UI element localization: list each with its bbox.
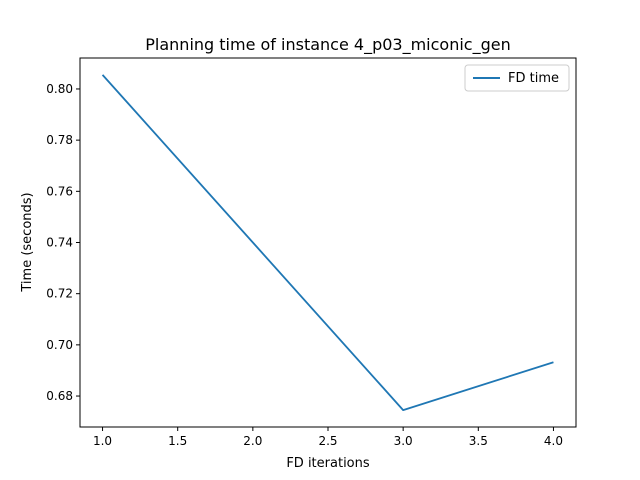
x-tick-label: 2.0	[243, 434, 262, 448]
x-tick-label: 2.5	[318, 434, 337, 448]
x-tick-label: 3.5	[469, 434, 488, 448]
y-tick-label: 0.78	[46, 133, 73, 147]
plot-frame	[79, 57, 577, 428]
chart-title: Planning time of instance 4_p03_miconic_…	[145, 35, 510, 55]
y-tick-label: 0.68	[46, 389, 73, 403]
x-tick-label: 3.0	[394, 434, 413, 448]
y-tick-label: 0.80	[46, 82, 73, 96]
y-axis-ticks: 0.68 0.70 0.72 0.74 0.76 0.78 0.80	[46, 82, 80, 403]
x-tick-label: 1.5	[168, 434, 187, 448]
series-line-fd-time	[101, 74, 554, 412]
legend-label-fd-time: FD time	[508, 71, 559, 86]
y-tick-label: 0.72	[46, 287, 73, 301]
y-tick-label: 0.70	[46, 338, 73, 352]
legend-box	[464, 64, 570, 92]
x-tick-label: 1.0	[93, 434, 112, 448]
y-tick-label: 0.76	[46, 184, 73, 198]
y-axis-label: Time (seconds)	[20, 192, 35, 292]
x-tick-label: 4.0	[544, 434, 563, 448]
legend: FD time	[464, 64, 570, 92]
x-axis-ticks: 1.0 1.5 2.0 2.5 3.0 3.5 4.0	[93, 427, 563, 448]
plot-area: 1.0 1.5 2.0 2.5 3.0 3.5 4.0 0.680.700.720.740.…	[46, 57, 577, 448]
plot-background	[80, 58, 576, 427]
series-group	[101, 74, 554, 412]
x-axis-label: FD iterations	[286, 456, 370, 471]
y-tick-label: 0.74	[46, 236, 73, 250]
